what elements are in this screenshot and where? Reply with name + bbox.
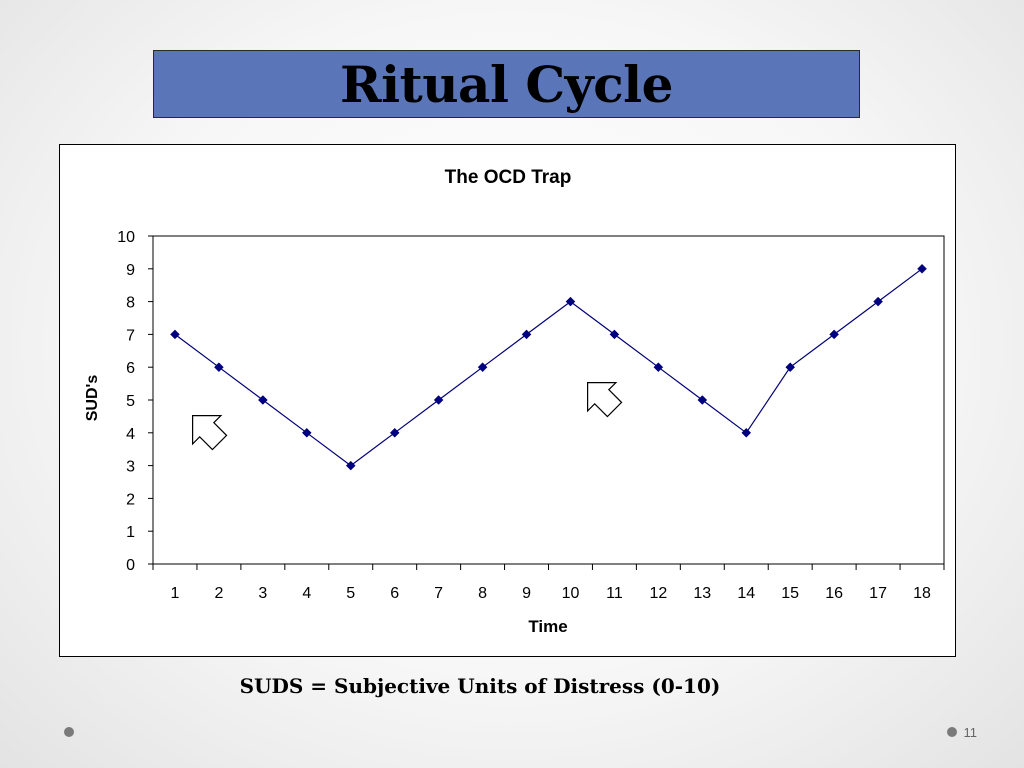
x-axis-ticks: 1 2 3 4 5 6 7 8 9 10 11 12 13 14 15 16 17 18 [152, 564, 945, 602]
y-tick-label: 3 [126, 459, 135, 476]
x-tick-label: 12 [649, 585, 667, 602]
data-point-marker [873, 296, 883, 307]
data-point-marker [345, 460, 356, 471]
data-point-marker [741, 427, 752, 438]
y-tick-label: 4 [126, 426, 135, 443]
y-tick-label: 10 [117, 229, 135, 246]
x-tick-label: 1 [171, 585, 180, 602]
y-tick-label: 0 [126, 557, 135, 574]
series-line-group [170, 263, 927, 471]
x-tick-label: 9 [522, 585, 531, 602]
x-tick-label: 5 [346, 585, 355, 602]
data-point-marker [697, 395, 708, 405]
data-point-marker [477, 362, 488, 373]
plot-area [152, 235, 945, 565]
x-axis-label: Time [528, 617, 567, 636]
data-point-marker [785, 362, 796, 373]
y-tick-label: 1 [126, 524, 135, 541]
y-axis-label: SUD's [84, 375, 101, 422]
x-tick-label: 13 [693, 585, 711, 602]
x-tick-label: 18 [913, 585, 931, 602]
data-point-marker [829, 329, 839, 340]
data-point-marker [389, 427, 400, 438]
suds-caption: SUDS = Subjective Units of Distress (0-1… [239, 674, 721, 698]
data-point-marker [609, 329, 620, 340]
x-tick-label: 15 [781, 585, 799, 602]
x-tick-label: 16 [825, 585, 843, 602]
data-point-marker [214, 362, 224, 373]
chart-title: The OCD Trap [445, 167, 572, 188]
data-point-marker [301, 427, 312, 438]
x-tick-label: 11 [606, 585, 623, 602]
data-point-marker [565, 296, 576, 307]
data-point-marker [433, 395, 444, 405]
x-tick-label: 17 [869, 585, 887, 602]
y-tick-label: 8 [126, 295, 135, 312]
y-tick-label: 5 [126, 393, 135, 410]
data-point-marker [170, 329, 180, 340]
slide-bullet-right-icon [947, 727, 957, 737]
data-point-marker [653, 362, 664, 373]
x-tick-label: 3 [258, 585, 267, 602]
slide-title-box: Ritual Cycle [153, 50, 860, 118]
slide-bullet-left-icon [64, 727, 74, 737]
x-tick-label: 6 [390, 585, 399, 602]
up-right-arrow-icon [192, 415, 228, 451]
data-point-marker [521, 329, 532, 340]
page-number: 11 [963, 725, 978, 740]
y-tick-label: 2 [126, 491, 135, 508]
slide-title: Ritual Cycle [340, 54, 673, 114]
x-tick-label: 7 [434, 585, 443, 602]
x-tick-label: 8 [478, 585, 487, 602]
x-tick-label: 10 [562, 585, 580, 602]
data-point-marker [917, 263, 927, 274]
x-tick-label: 4 [302, 585, 311, 602]
y-tick-label: 7 [126, 327, 135, 344]
data-point-marker [258, 395, 268, 405]
y-tick-label: 9 [126, 262, 135, 279]
x-tick-label: 2 [214, 585, 223, 602]
series-line [174, 268, 923, 467]
y-axis-ticks: 0 1 2 3 4 5 6 7 8 9 10 [117, 229, 153, 574]
x-tick-label: 14 [737, 585, 755, 602]
y-tick-label: 6 [126, 360, 135, 377]
up-right-arrow-icon [587, 382, 623, 418]
